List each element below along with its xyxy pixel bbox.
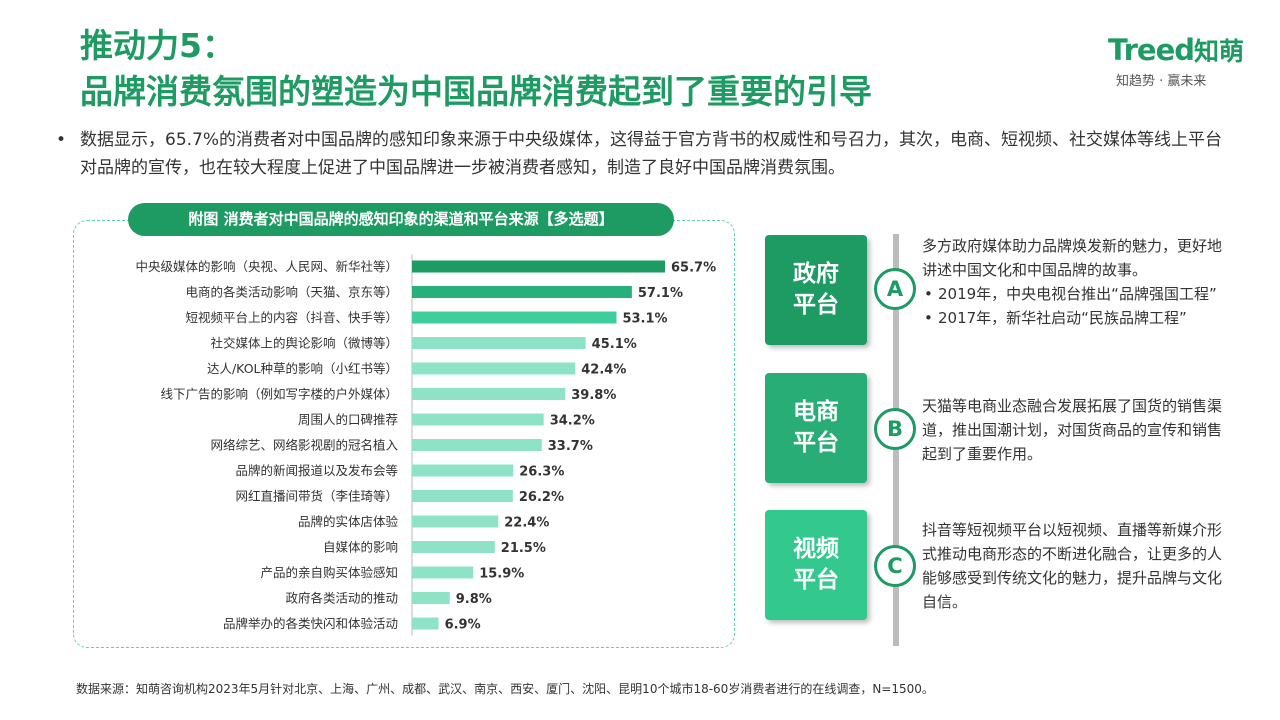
value-label: 34.2% — [550, 414, 595, 429]
bar — [412, 388, 566, 400]
bar — [412, 541, 495, 553]
platform-desc-video: 抖音等短视频平台以短视频、直播等新媒介形式推动电商形态的不断进化融合，让更多的人… — [922, 521, 1223, 611]
bar — [412, 566, 474, 579]
value-label: 42.4% — [581, 363, 626, 378]
logo-word-en: Treed — [1108, 33, 1195, 67]
logo-wordmark: Treed知萌 — [1108, 34, 1258, 68]
bar — [412, 617, 439, 630]
platform-card-government: 政府 平台 — [765, 235, 867, 345]
summary-paragraph: • 数据显示，65.7%的消费者对中国品牌的感知印象来源于中央级媒体，这得益于官… — [56, 126, 1226, 182]
bar — [412, 439, 542, 451]
platform-label-line1: 政府 — [793, 261, 839, 287]
value-label: 45.1% — [592, 337, 637, 352]
platform-desc-point: 2017年，新华社启动“民族品牌工程” — [922, 306, 1232, 330]
platform-label-line1: 电商 — [793, 399, 839, 425]
bar — [412, 515, 499, 528]
category-label: 品牌举办的各类快闪和体验活动 — [223, 616, 398, 631]
value-label: 9.8% — [456, 592, 492, 607]
platform-card-ecommerce: 电商 平台 — [765, 373, 867, 483]
category-label: 产品的亲自购买体验感知 — [260, 565, 398, 580]
category-label: 网络综艺、网络影视剧的冠名植入 — [210, 438, 398, 453]
category-label: 政府各类活动的推动 — [285, 591, 398, 606]
bar — [412, 362, 576, 375]
value-label: 26.2% — [519, 490, 564, 505]
chart-bars: 中央级媒体的影响（央视、人民网、新华社等） 65.7% 电商的各类活动影响（天猫、京… — [135, 254, 716, 636]
bar — [412, 413, 544, 426]
value-label: 22.4% — [504, 516, 549, 531]
value-label: 21.5% — [501, 541, 546, 556]
category-label: 周围人的口碑推荐 — [298, 412, 398, 427]
summary-text: 数据显示，65.7%的消费者对中国品牌的感知印象来源于中央级媒体，这得益于官方背… — [80, 130, 1223, 178]
category-label: 中央级媒体的影响（央视、人民网、新华社等） — [135, 259, 398, 274]
category-label: 电商的各类活动影响（天猫、京东等） — [185, 285, 398, 300]
platform-label-line2: 平台 — [793, 567, 839, 593]
logo-tagline: 知趋势 · 赢未来 — [1116, 74, 1207, 89]
page-title-line1: 推动力5： — [80, 26, 235, 65]
value-label: 15.9% — [479, 567, 524, 582]
badge-b: B — [874, 408, 916, 450]
page-title-line2: 品牌消费氛围的塑造为中国品牌消费起到了重要的引导 — [80, 72, 872, 111]
badge-c: C — [874, 545, 916, 587]
chart-title: 附图 消费者对中国品牌的感知印象的渠道和平台来源【多选题】 — [128, 203, 674, 236]
category-label: 社交媒体上的舆论影响（微博等） — [210, 336, 398, 351]
platform-card-video: 视频 平台 — [765, 510, 867, 620]
bar — [412, 286, 632, 298]
category-label: 品牌的实体店体验 — [298, 514, 399, 529]
bar — [412, 464, 514, 477]
category-label: 达人/KOL种草的影响（小红书等） — [207, 361, 398, 376]
bar — [412, 260, 665, 273]
platform-desc-ecommerce: 天猫等电商业态融合发展拓展了国货的销售渠道，推出国潮计划，对国货商品的宣传和销售… — [922, 397, 1223, 463]
category-label: 自媒体的影响 — [323, 540, 398, 555]
platform-desc-government: 多方政府媒体助力品牌焕发新的魅力，更好地讲述中国文化和中国品牌的故事。 2019… — [922, 234, 1232, 330]
bar — [412, 592, 450, 604]
category-label: 网红直播间带货（李佳琦等） — [235, 489, 398, 504]
badge-a: A — [874, 268, 916, 310]
value-label: 6.9% — [445, 618, 481, 633]
value-label: 65.7% — [671, 261, 716, 276]
platform-label-line1: 视频 — [793, 536, 839, 562]
logo-word-cn: 知萌 — [1194, 37, 1245, 66]
bar — [412, 490, 513, 502]
platform-label-line2: 平台 — [793, 430, 839, 456]
category-label: 品牌的新闻报道以及发布会等 — [235, 463, 398, 478]
value-label: 39.8% — [571, 388, 616, 403]
brand-logo: Treed知萌 知趋势 · 赢未来 — [1108, 34, 1258, 89]
value-label: 53.1% — [622, 312, 667, 327]
platform-desc-point: 2019年，中央电视台推出“品牌强国工程” — [922, 282, 1232, 306]
value-label: 33.7% — [548, 439, 593, 454]
platform-desc-main: 多方政府媒体助力品牌焕发新的魅力，更好地讲述中国文化和中国品牌的故事。 — [922, 237, 1223, 279]
value-label: 57.1% — [638, 286, 683, 301]
category-label: 短视频平台上的内容（抖音、快手等） — [185, 310, 398, 325]
bar — [412, 311, 617, 324]
value-label: 26.3% — [519, 465, 564, 480]
data-source-note: 数据来源：知萌咨询机构2023年5月针对北京、上海、广州、成都、武汉、南京、西安… — [76, 682, 934, 696]
bullet-dot: • — [56, 130, 67, 150]
platform-label-line2: 平台 — [793, 292, 839, 318]
category-label: 线下广告的影响（例如写字楼的户外媒体） — [160, 387, 398, 402]
bar — [412, 337, 586, 349]
